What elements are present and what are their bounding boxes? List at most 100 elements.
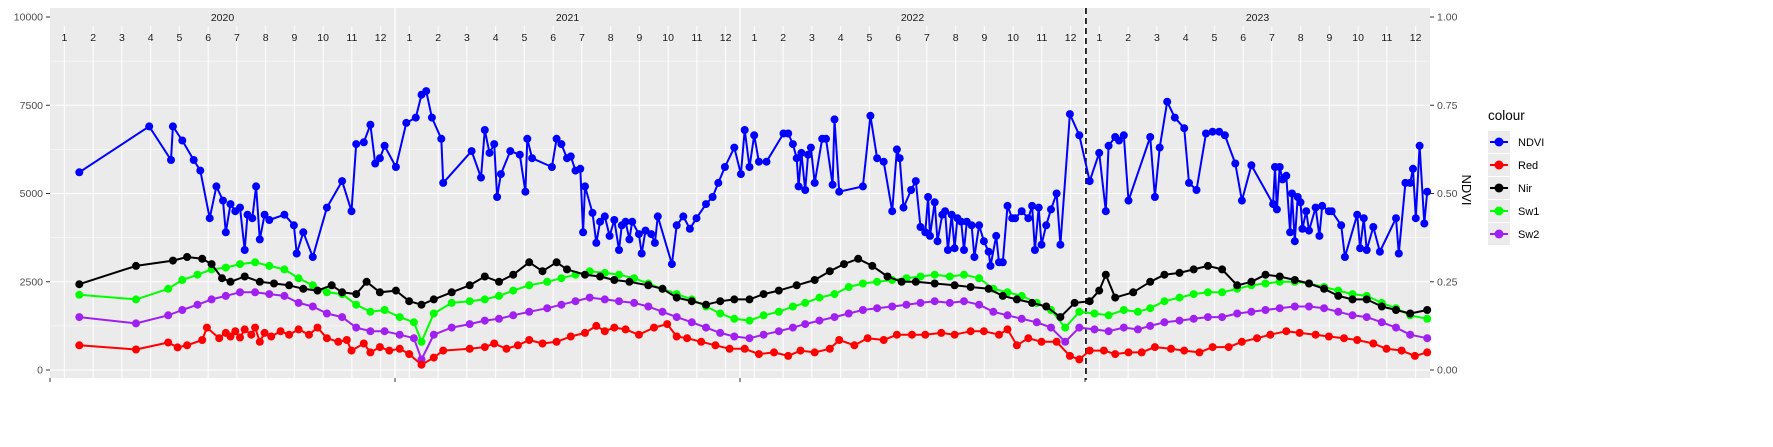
data-point xyxy=(950,244,959,253)
data-point xyxy=(1195,348,1204,357)
data-point xyxy=(810,276,819,284)
data-point xyxy=(417,300,426,309)
data-point xyxy=(663,320,672,329)
data-point xyxy=(1286,228,1295,237)
data-point xyxy=(1180,124,1189,133)
data-point xyxy=(774,307,783,316)
data-point xyxy=(637,249,646,258)
data-point xyxy=(1095,148,1104,157)
data-point xyxy=(1146,321,1155,330)
data-point xyxy=(835,336,844,344)
data-point xyxy=(465,297,474,306)
data-point xyxy=(650,323,658,332)
month-label: 6 xyxy=(895,32,901,44)
data-point xyxy=(759,290,768,299)
data-point xyxy=(429,309,438,318)
data-point xyxy=(557,300,566,309)
data-point xyxy=(858,182,867,191)
data-point xyxy=(711,341,720,350)
data-point xyxy=(366,348,375,357)
data-point xyxy=(899,203,908,212)
data-point xyxy=(308,281,317,290)
data-point xyxy=(477,173,485,182)
data-point xyxy=(702,300,710,309)
data-point xyxy=(774,327,783,336)
data-point xyxy=(226,332,235,341)
data-point xyxy=(1369,339,1378,348)
data-point xyxy=(322,334,331,343)
data-point xyxy=(750,131,759,140)
data-point xyxy=(1160,297,1169,306)
data-point xyxy=(375,154,384,163)
data-point xyxy=(1037,337,1046,346)
data-point xyxy=(730,143,739,152)
data-point xyxy=(1028,201,1037,210)
legend-item: Sw2 xyxy=(1488,223,1539,245)
data-point xyxy=(322,309,331,318)
data-point xyxy=(1296,198,1305,207)
data-point xyxy=(236,203,244,212)
data-point xyxy=(557,274,566,283)
data-point xyxy=(1411,214,1420,223)
data-point xyxy=(1017,314,1026,323)
data-point xyxy=(265,261,274,270)
data-point xyxy=(1237,337,1246,346)
data-point xyxy=(202,323,211,332)
data-point xyxy=(193,300,202,309)
data-point xyxy=(788,302,797,311)
data-point xyxy=(299,284,308,293)
legend: colour NDVI Red Nir Sw1 Sw2 xyxy=(1488,108,1544,245)
right-tick-label: 0.50 xyxy=(1437,188,1458,200)
data-point xyxy=(552,134,561,143)
data-point xyxy=(933,237,942,246)
data-point xyxy=(1233,281,1242,290)
month-label: 5 xyxy=(866,32,872,44)
data-point xyxy=(1324,332,1333,341)
data-point xyxy=(552,337,561,346)
data-point xyxy=(658,307,667,316)
data-point xyxy=(1175,316,1184,325)
data-point xyxy=(825,267,834,276)
data-point xyxy=(352,140,361,149)
data-point xyxy=(950,281,959,290)
data-point xyxy=(605,231,614,240)
data-point xyxy=(255,235,264,244)
data-point xyxy=(352,290,361,299)
data-point xyxy=(1392,306,1400,314)
data-point xyxy=(280,291,289,300)
data-point xyxy=(1124,196,1133,205)
data-point xyxy=(998,258,1007,267)
left-tick-label: 5000 xyxy=(20,188,44,200)
data-point xyxy=(975,221,984,230)
data-point xyxy=(984,247,993,256)
data-point xyxy=(1215,127,1224,136)
data-point xyxy=(255,277,264,286)
data-point xyxy=(850,341,859,350)
data-point xyxy=(770,348,778,357)
month-label: 12 xyxy=(1065,32,1077,44)
data-point xyxy=(437,134,446,143)
data-point xyxy=(579,228,588,237)
data-point xyxy=(132,319,140,328)
data-point xyxy=(1056,313,1065,322)
data-point xyxy=(784,129,793,138)
data-point xyxy=(1119,306,1128,314)
data-point xyxy=(231,327,240,336)
data-point xyxy=(168,256,177,265)
data-point xyxy=(1266,330,1275,339)
data-point xyxy=(1348,311,1357,320)
data-point xyxy=(720,163,729,171)
data-point xyxy=(1075,131,1084,140)
data-point xyxy=(806,143,815,152)
data-point xyxy=(960,246,968,254)
data-point xyxy=(989,307,998,316)
data-point xyxy=(844,283,853,291)
data-point xyxy=(600,295,609,304)
data-point xyxy=(447,298,456,307)
data-point xyxy=(576,164,585,173)
data-point xyxy=(907,186,916,194)
data-point xyxy=(621,217,630,226)
